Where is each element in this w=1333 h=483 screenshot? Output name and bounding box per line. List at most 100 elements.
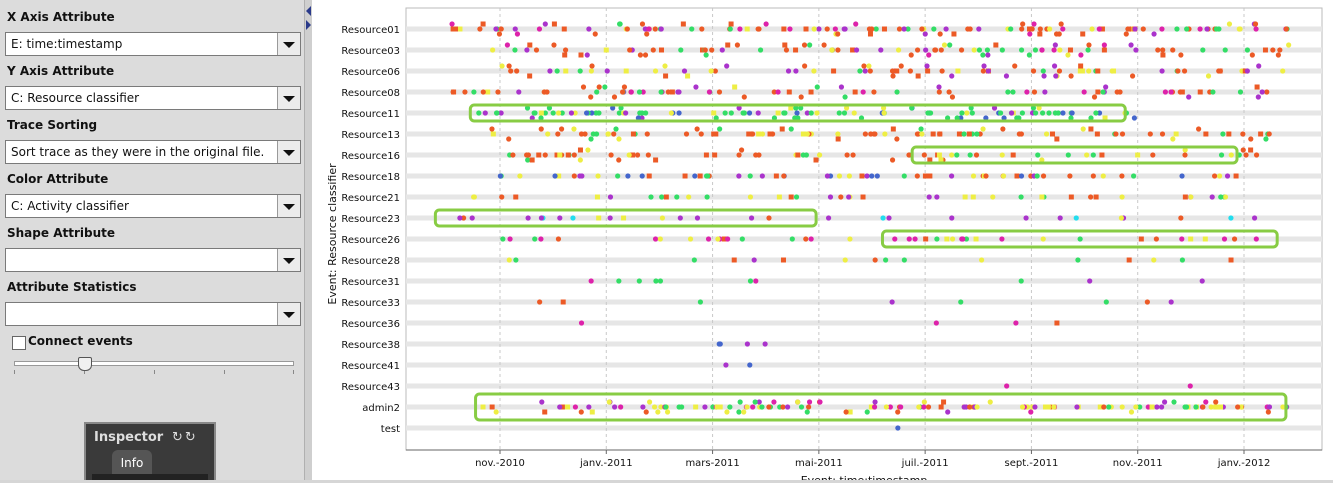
event-dot <box>919 26 925 32</box>
highlight-box <box>474 392 1288 422</box>
chevron-down-icon[interactable] <box>277 33 300 55</box>
settings-icon[interactable]: ↻ <box>184 430 198 445</box>
event-dot <box>795 399 801 405</box>
x-tick-label: juil.-2011 <box>901 458 949 469</box>
y-axis-label: Event: Resource classifier <box>326 163 339 305</box>
event-dot <box>1096 26 1102 32</box>
slider[interactable] <box>14 357 294 377</box>
event-dot <box>1039 47 1045 53</box>
event-dot <box>1100 89 1106 95</box>
event-dot <box>1000 126 1006 132</box>
tab-info[interactable]: Info <box>112 450 152 476</box>
trace-sorting-select[interactable]: Sort trace as they were in the original … <box>5 140 301 164</box>
event-dot <box>586 404 592 410</box>
x-axis-select[interactable]: E: time:timestamp <box>5 32 301 56</box>
event-dot <box>769 131 776 137</box>
event-dot <box>557 215 563 221</box>
collapse-arrows-icon[interactable] <box>305 4 312 34</box>
event-dot <box>712 68 718 74</box>
event-dot <box>1051 63 1058 69</box>
event-dot <box>971 47 977 53</box>
event-dot <box>847 409 853 415</box>
chevron-down-icon[interactable] <box>277 195 300 217</box>
event-dot <box>1005 89 1011 95</box>
event-dot <box>588 94 594 100</box>
event-dot <box>939 68 945 74</box>
color-attribute-select[interactable]: C: Activity classifier <box>5 194 301 218</box>
event-dot <box>842 94 848 100</box>
chevron-down-icon[interactable] <box>277 87 300 109</box>
y-tick-label: Resource03 <box>341 46 400 57</box>
x-tick-label: sept.-2011 <box>1004 458 1058 469</box>
event-dot <box>1283 26 1290 32</box>
event-dot <box>721 236 727 242</box>
event-dot <box>676 110 682 116</box>
event-dot <box>750 404 756 410</box>
event-dot <box>1228 257 1234 263</box>
event-dot <box>808 236 814 242</box>
event-dot <box>1042 89 1048 95</box>
y-axis-select[interactable]: C: Resource classifier <box>5 86 301 110</box>
event-dot <box>508 68 514 74</box>
event-dot <box>593 131 600 137</box>
event-dot <box>577 157 583 163</box>
chevron-down-icon[interactable] <box>277 141 300 163</box>
event-dot <box>607 215 613 221</box>
event-dot <box>482 110 488 116</box>
dotted-chart[interactable]: Resource01 Resource03 Resource06 Resource08… <box>312 0 1333 483</box>
event-dot <box>1186 94 1192 100</box>
event-dot <box>1243 152 1249 158</box>
event-dot <box>806 399 813 405</box>
event-dot <box>1265 409 1271 415</box>
event-dot <box>736 173 742 179</box>
event-dot <box>873 26 879 32</box>
event-dot <box>847 236 853 242</box>
event-dot <box>595 173 601 179</box>
event-dot <box>1159 26 1165 32</box>
chevron-down-icon[interactable] <box>277 303 300 325</box>
event-dot <box>560 299 566 305</box>
event-dot <box>538 215 545 221</box>
event-dot <box>1065 152 1071 158</box>
event-dot <box>958 299 964 305</box>
refresh-icon[interactable]: ↻ <box>172 430 185 445</box>
event-dot <box>887 404 893 410</box>
event-dot <box>449 21 455 27</box>
event-dot <box>1053 31 1060 37</box>
slider-thumb[interactable] <box>78 357 92 371</box>
event-dot <box>1159 131 1166 137</box>
event-dot <box>926 52 932 58</box>
chevron-down-icon[interactable] <box>277 249 300 271</box>
event-dot <box>857 68 863 74</box>
event-dot <box>905 26 911 32</box>
event-dot <box>867 31 873 37</box>
event-dot <box>912 236 918 242</box>
event-dot <box>1101 42 1107 48</box>
event-dot <box>529 115 535 121</box>
event-dot <box>514 68 520 74</box>
event-dot <box>1051 47 1057 53</box>
event-dot <box>744 26 750 32</box>
event-dot <box>450 89 456 95</box>
event-dot <box>1254 84 1260 90</box>
event-dot <box>748 215 755 221</box>
event-dot <box>689 26 695 32</box>
x-tick-label: mars-2011 <box>685 458 739 469</box>
event-dot <box>685 73 691 79</box>
event-dot <box>542 152 548 158</box>
event-dot <box>1179 173 1185 179</box>
event-dot <box>916 404 922 410</box>
event-dot <box>678 47 684 53</box>
event-dot <box>1031 89 1038 95</box>
event-dot <box>1249 52 1255 58</box>
event-dot <box>737 26 743 32</box>
shape-attribute-select[interactable] <box>5 248 301 272</box>
event-dot <box>1088 126 1094 132</box>
event-dot <box>555 110 562 116</box>
connect-events-checkbox[interactable] <box>12 336 26 350</box>
event-dot <box>717 341 723 347</box>
attribute-statistics-select[interactable] <box>5 302 301 326</box>
event-dot <box>653 157 659 163</box>
event-dot <box>1032 110 1039 116</box>
event-dot <box>853 21 859 27</box>
